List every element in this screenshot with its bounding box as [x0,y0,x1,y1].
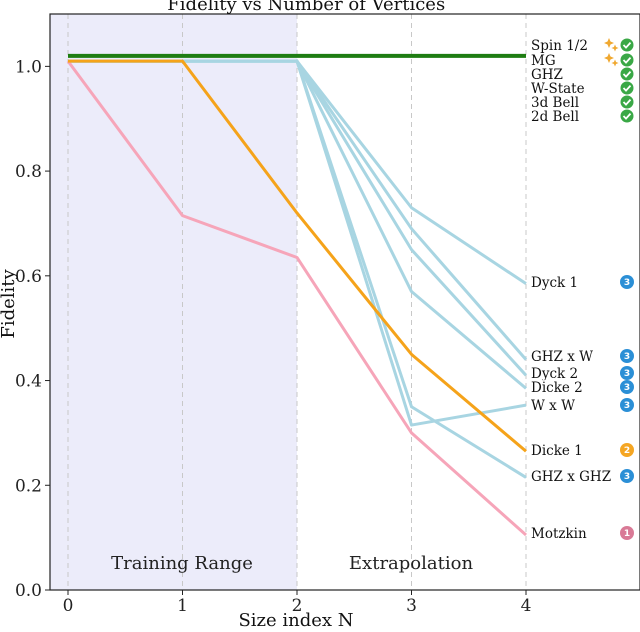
plot-frame [49,13,640,591]
series-label-dicke-2: Dicke 2 [531,380,583,396]
label-bg-ghz-x-ghz [529,469,608,484]
sparkle-icon [604,53,614,63]
rank-badge-2 [620,443,634,457]
rank-badge-number: 3 [624,401,630,411]
x-tick-label: 2 [292,596,303,616]
y-axis-ticks: 0.0 0.2 0.4 0.6 0.8 1.0 [15,57,50,601]
x-tick-label: 0 [63,596,74,616]
rank-badge-number: 3 [624,278,630,288]
label-bg-dyck-1 [529,275,583,290]
y-tick-label: 0.6 [15,267,42,287]
x-tick-label: 4 [521,596,532,616]
check-icon [620,109,634,123]
x-axis-ticks: 0 1 2 3 4 [63,590,532,616]
label-bg-w-x-w [529,398,575,413]
series-label-dyck-2: Dyck 2 [531,366,578,382]
series-label-w-x-w: W x W [531,398,575,414]
series-line-motzkin [66,60,527,537]
series-label-motzkin: Motzkin [531,526,587,542]
check-mark [622,70,632,78]
check-icon [620,53,634,67]
check-icon [620,38,634,52]
check-mark [622,84,632,92]
check-icon [620,81,634,95]
grid [67,14,527,590]
label-bg-dicke-1 [529,443,592,458]
training-range-label: Training Range [111,553,253,574]
rank-badge-number: 2 [624,446,630,456]
x-axis-label: Size index N [238,610,353,631]
check-icon [620,95,634,109]
series-label-2d-bell: 2d Bell [531,109,579,125]
y-tick-label: 0.8 [15,162,42,182]
rank-badge-1 [620,526,634,540]
rank-badge-3 [620,380,634,394]
x-tick-label: 3 [406,596,417,616]
chart-title: Fidelity vs Number of Vertices [167,0,445,15]
rank-badge-3 [620,275,634,289]
series-label-ghz-x-ghz: GHZ x GHZ [531,469,611,485]
series-label-dyck-1: Dyck 1 [531,275,578,291]
check-mark [622,56,632,64]
series-lines [66,53,528,537]
rank-badge-number: 3 [624,472,630,482]
series-label-w-state: W-State [531,81,585,97]
check-icon [620,67,634,81]
label-bg-mg [529,53,550,68]
label-bg-motzkin [529,526,592,541]
sparkle-icon [604,38,614,48]
series-label-spin-1-2: Spin 1/2 [531,38,588,54]
check-mark [622,41,632,49]
sparkle-icon [611,44,619,52]
label-bg-3d-bell [529,95,592,110]
rank-badge-3 [620,469,634,483]
label-bg-w-state [529,81,592,96]
label-bg-spin-1-2 [529,38,600,53]
extrapolation-label: Extrapolation [349,553,474,574]
y-tick-label: 1.0 [15,57,42,77]
series-label-ghz: GHZ [531,67,563,83]
check-mark [622,98,632,106]
rank-badge-number: 3 [624,383,630,393]
y-axis-label: Fidelity [0,269,19,339]
y-tick-label: 0.0 [15,581,42,601]
label-bg-ghz [529,67,558,82]
rank-badge-3 [620,349,634,363]
label-bg-dicke-2 [529,380,592,395]
series-line-dicke-1 [68,59,527,453]
training-range-shade [50,14,297,590]
sparkle-icon [611,59,619,67]
series-label-ghz-x-w: GHZ x W [531,349,593,365]
rank-badge-number: 3 [624,352,630,362]
rank-badge-number: 3 [624,369,630,379]
rank-badge-3 [620,366,634,380]
label-bg-dyck-2 [529,366,583,381]
series-label-mg: MG [531,53,556,69]
x-tick-label: 1 [177,596,188,616]
rank-badge-number: 1 [624,529,630,539]
label-bg-2d-bell [529,109,592,124]
series-label-dicke-1: Dicke 1 [531,443,583,459]
series-label-3d-bell: 3d Bell [531,95,579,111]
y-tick-label: 0.2 [15,476,42,496]
rank-badge-3 [620,398,634,412]
y-tick-label: 0.4 [15,372,42,392]
check-mark [622,112,632,120]
label-bg-ghz-x-w [529,349,592,364]
